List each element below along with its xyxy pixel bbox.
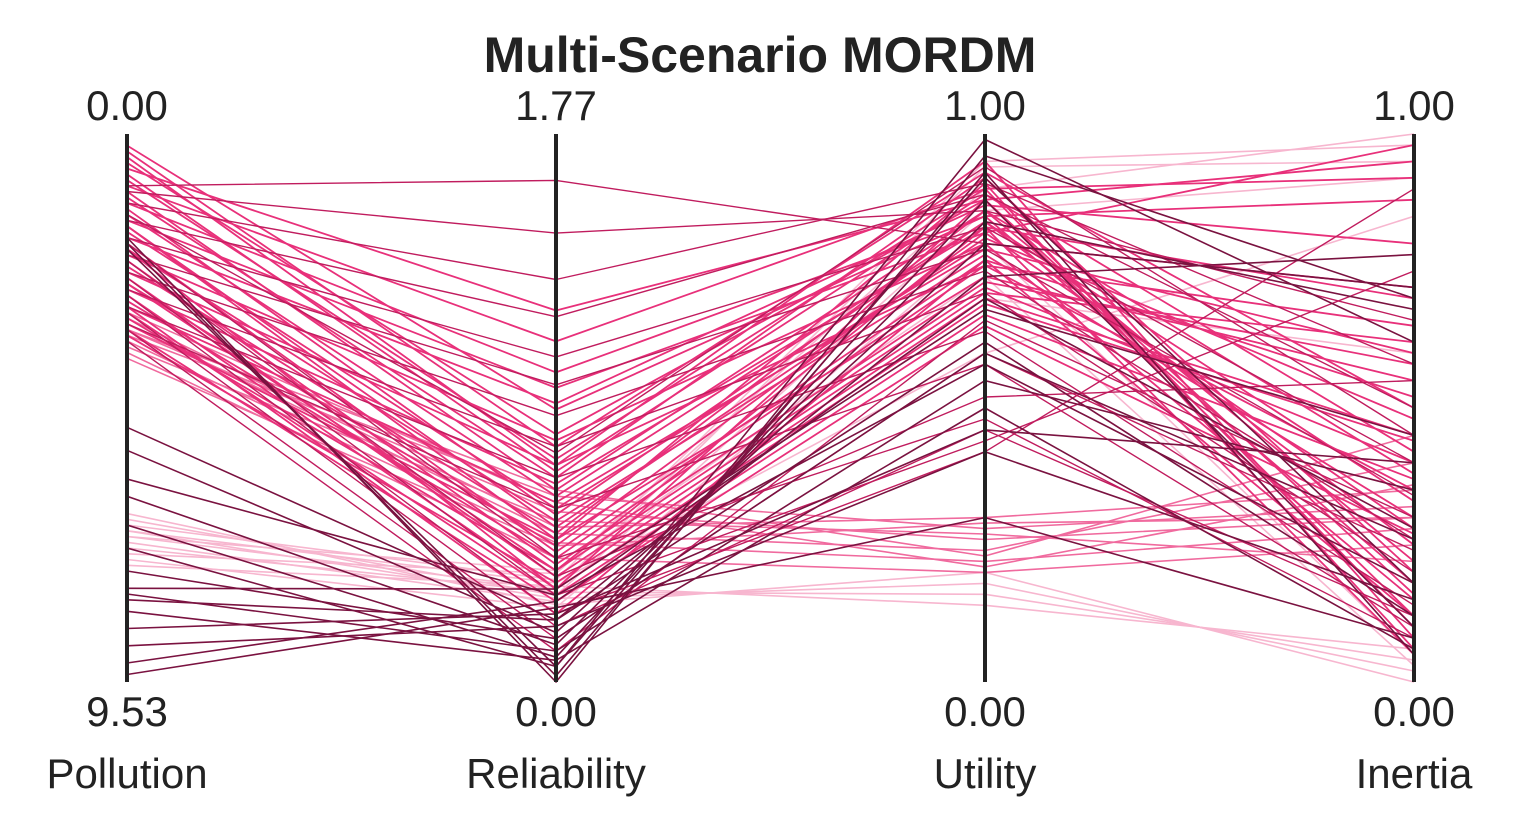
series-line-93	[126, 308, 1415, 590]
series-line-67	[126, 288, 1415, 573]
series-line-5	[126, 160, 1415, 590]
series-line-10	[126, 242, 1415, 656]
chart-title: Multi-Scenario MORDM	[484, 27, 1037, 83]
series-line-68	[126, 305, 1415, 606]
axis-bottom-label-inertia: 0.00	[1373, 688, 1455, 735]
series-line-26	[126, 213, 1415, 546]
axis-top-label-utility: 1.00	[944, 82, 1026, 129]
series-line-36	[126, 198, 1415, 374]
series-line-80	[126, 220, 1415, 646]
series-line-64	[126, 226, 1415, 464]
series-line-87	[126, 450, 1415, 647]
series-line-54	[126, 324, 1415, 603]
axis-top-label-inertia: 1.00	[1373, 82, 1455, 129]
axis-name-pollution: Pollution	[46, 750, 207, 797]
series-line-73	[126, 188, 1415, 615]
series-line-76	[126, 319, 1415, 652]
series-line-69	[126, 323, 1415, 628]
series-line-72	[126, 270, 1415, 596]
axis-bottom-label-reliability: 0.00	[515, 688, 597, 735]
series-line-91	[126, 171, 1415, 677]
axis-name-reliability: Reliability	[466, 750, 646, 797]
series-line-95	[126, 363, 1415, 597]
series-line-46	[126, 190, 1415, 491]
series-line-49	[126, 242, 1415, 553]
series-line-92	[126, 138, 1415, 668]
series-line-3	[126, 564, 1415, 650]
series-line-94	[126, 341, 1415, 621]
series-line-41	[126, 226, 1415, 485]
axis-bottom-label-pollution: 9.53	[86, 688, 168, 735]
series-line-55	[126, 156, 1415, 639]
axes-layer	[125, 134, 1416, 682]
series-line-15	[126, 351, 1415, 574]
axis-name-utility: Utility	[934, 750, 1037, 797]
series-line-86	[126, 429, 1415, 630]
axis-top-label-pollution: 0.00	[86, 82, 168, 129]
series-line-35	[126, 176, 1415, 343]
series-line-74	[126, 311, 1415, 627]
series-line-71	[126, 259, 1415, 578]
polyline-layer	[126, 133, 1415, 683]
series-line-4	[126, 144, 1415, 581]
series-line-29	[126, 209, 1415, 563]
series-line-82	[126, 177, 1415, 668]
axis-name-inertia: Inertia	[1356, 750, 1473, 797]
series-line-6	[126, 133, 1415, 575]
series-line-56	[126, 182, 1415, 650]
series-line-77	[126, 166, 1415, 454]
series-line-47	[126, 208, 1415, 516]
series-line-62	[126, 182, 1415, 365]
series-line-57	[126, 226, 1415, 656]
series-line-84	[126, 379, 1415, 652]
series-line-89	[126, 516, 1415, 676]
series-line-31	[126, 264, 1415, 560]
axis-top-label-reliability: 1.77	[515, 82, 597, 129]
series-line-66	[126, 270, 1415, 541]
axis-bottom-label-utility: 0.00	[944, 688, 1026, 735]
series-line-9	[126, 215, 1415, 584]
